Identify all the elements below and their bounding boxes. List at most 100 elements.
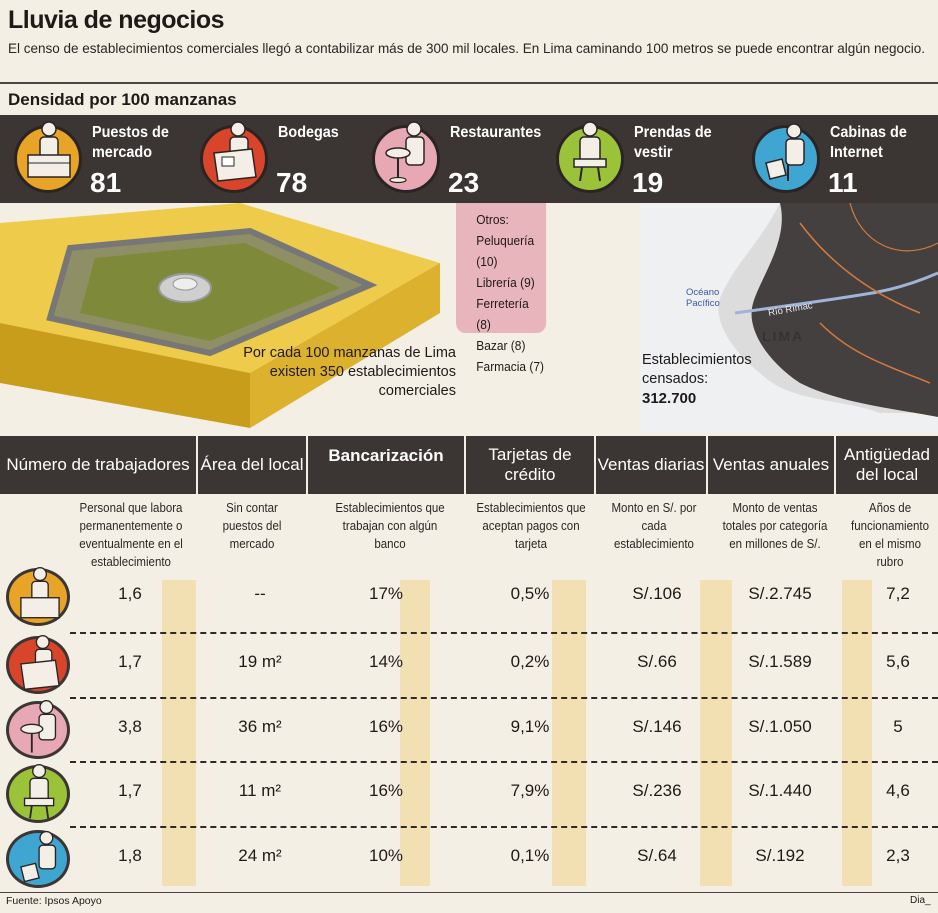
table-row: 1,6 -- 17% 0,5% S/.106 S/.2.745 7,2 [0,566,938,628]
cell-trabajadores: 1,7 [118,652,142,671]
table-row: 1,7 19 m² 14% 0,2% S/.66 S/.1.589 5,6 [0,634,938,696]
bodega-shopkeeper-icon [213,121,257,182]
market-stall-vendor-icon [27,121,71,178]
cell-bancarizacion: 17% [368,584,404,603]
other-item: Peluquería (10) [476,233,535,269]
category-label: Prendas de vestir [634,124,712,161]
category-value: 11 [828,167,858,198]
category-value: 19 [632,167,664,198]
cell-antiguedad: 2,3 [886,846,910,865]
census-block: Establecimientos censados: 312.700 [642,351,762,408]
category-label: Bodegas [278,124,339,141]
map-city-label: LIMA [762,328,805,344]
cell-bancarizacion: 14% [368,652,404,671]
column-desc: Establecimientos que trabajan con algún … [335,501,445,551]
restaurant-waiter-icon [20,700,57,753]
column-stripe [162,580,196,886]
category-label: Puestos de mercado [92,124,169,161]
cell-area: 24 m² [238,846,282,865]
cell-ventas-anuales: S/.1.050 [748,717,812,736]
row-icon [6,830,70,888]
category-label: Cabinas de Internet [830,124,907,161]
column-desc: Establecimientos que aceptan pagos con t… [476,501,586,551]
page-title: Lluvia de negocios [8,6,225,34]
category-cabinas: Cabinas de Internet 11 [752,115,938,203]
density-note: Por cada 100 manzanas de Lima existen 35… [243,345,456,399]
other-businesses-box: Otros: Peluquería (10) Librería (9) Ferr… [456,203,547,374]
column-stripe [842,580,872,886]
row-icon [6,635,70,694]
city-block-illustration [0,203,938,433]
cell-trabajadores: 1,7 [118,781,142,800]
category-restaurantes: Restaurantes 23 [372,115,552,203]
cell-antiguedad: 5,6 [886,652,910,671]
category-puestos: Puestos de mercado 81 [14,115,194,203]
category-circle [372,125,440,193]
row-divider [70,826,938,828]
cell-ventas-anuales: S/.1.440 [748,781,812,800]
cell-tarjetas: 9,1% [510,717,550,736]
cell-ventas-diarias: S/.64 [637,846,677,865]
cell-ventas-diarias: S/.66 [637,652,677,671]
column-header-ventas-anuales: Ventas anuales [708,436,836,494]
restaurant-waiter-icon [385,121,425,184]
cell-area: 11 m² [238,781,282,800]
map-ocean-label: Océano Pacífico [686,287,720,309]
other-title: Otros: [476,212,509,227]
other-item: Bazar (8) [476,338,526,353]
cell-area: -- [254,584,266,603]
table-row: 1,7 11 m² 16% 7,9% S/.236 S/.1.440 4,6 [0,763,938,825]
census-value: 312.700 [642,390,697,407]
table-header: Número de trabajadores Área del local Ba… [0,436,938,494]
column-header-area: Área del local [198,436,308,494]
cell-trabajadores: 3,8 [118,717,142,736]
cell-trabajadores: 1,8 [118,846,142,865]
category-bodegas: Bodegas 78 [200,115,380,203]
column-header-antiguedad: Antigüedad del local [843,445,931,484]
row-divider [70,697,938,699]
cell-ventas-anuales: S/.192 [755,846,805,865]
cell-trabajadores: 1,6 [118,584,142,603]
table-row: 3,8 36 m² 16% 9,1% S/.146 S/.1.050 5 [0,699,938,761]
column-header-tarjetas: Tarjetas de crédito [466,436,596,494]
other-item: Librería (9) [476,275,535,290]
column-header-ventas-diarias: Ventas diarias [596,436,708,494]
category-label: Restaurantes [450,124,542,141]
column-stripe [700,580,732,886]
column-stripe [400,580,430,886]
clothing-tailor-icon [573,121,607,182]
other-item: Ferretería (8) [476,296,529,332]
category-value: 81 [90,167,122,198]
cell-tarjetas: 7,9% [510,781,550,800]
source-note: Fuente: Ipsos Apoyo [6,895,102,907]
row-divider [70,632,938,634]
bodega-shopkeeper-icon [20,635,60,691]
column-desc: Personal que labora permanentemente o ev… [79,501,183,569]
cell-ventas-diarias: S/.236 [632,781,682,800]
column-desc: Monto en S/. por cada establecimiento [611,501,697,551]
cell-ventas-diarias: S/.106 [632,584,682,603]
cell-antiguedad: 5 [893,717,903,736]
cell-antiguedad: 4,6 [886,781,910,800]
header-divider [0,82,938,84]
cell-tarjetas: 0,1% [510,846,550,865]
category-prendas: Prendas de vestir 19 [556,115,736,203]
table-row: 1,8 24 m² 10% 0,1% S/.64 S/.192 2,3 [0,828,938,890]
column-desc: Monto de ventas totales por categoría en… [722,501,828,551]
row-icon [6,567,70,626]
cell-ventas-diarias: S/.146 [632,717,682,736]
cell-antiguedad: 7,2 [886,584,910,603]
footer-divider [0,892,938,893]
row-divider [70,761,938,763]
census-label: Establecimientos censados: [642,352,752,387]
intro-text: El censo de establecimientos comerciales… [8,41,926,56]
category-band: Puestos de mercado 81 Bodegas 78 Restaur… [0,115,938,203]
column-stripe [552,580,586,886]
cell-ventas-anuales: S/.1.589 [748,652,812,671]
column-desc: Sin contar puestos del mercado [222,501,282,551]
cell-tarjetas: 0,5% [510,584,550,603]
row-icon [6,764,70,823]
section-subtitle: Densidad por 100 manzanas [8,90,237,109]
cell-bancarizacion: 16% [368,781,404,800]
column-header-bancarizacion: Bancarización [308,436,466,494]
